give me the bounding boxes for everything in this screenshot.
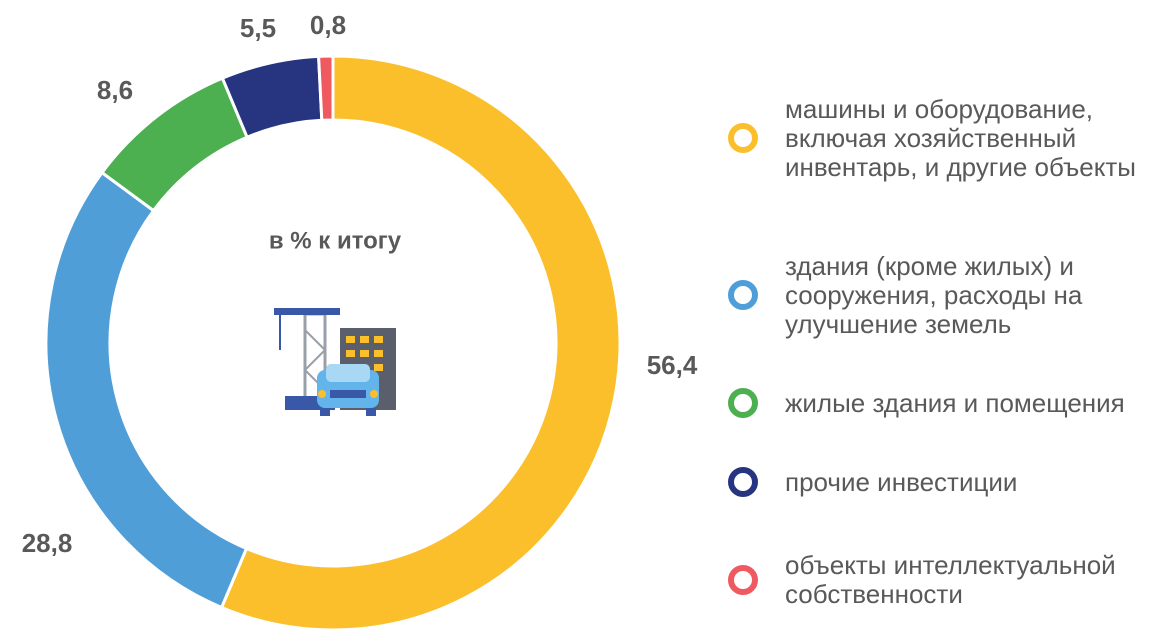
value-label: 56,4	[647, 350, 698, 380]
legend-label: объекты интеллектуальной собственности	[785, 550, 1116, 609]
slice	[317, 54, 335, 122]
legend-entry: жилые здания и помещения	[728, 388, 1150, 418]
legend-label: жилые здания и помещения	[785, 387, 1125, 418]
legend-marker	[728, 280, 758, 310]
legend-marker	[728, 565, 758, 595]
legend-entry: машины и оборудование, включая хозяйстве…	[728, 93, 1150, 182]
slices	[44, 54, 622, 629]
chart: в % к итогу 56,4 28,8 8,6 5,5 0,8	[22, 10, 698, 629]
legend-entry: прочие инвестиции	[728, 467, 1150, 497]
slice	[219, 54, 622, 629]
value-label: 0,8	[310, 10, 346, 40]
value-label: 28,8	[22, 528, 73, 558]
legend-marker	[728, 388, 758, 418]
legend-label: машины и оборудование, включая хозяйстве…	[785, 93, 1136, 182]
slice	[44, 170, 249, 610]
legend-label: здания (кроме жилых) и сооружения, расхо…	[785, 250, 1083, 339]
center-annotation: в % к итогу	[269, 227, 402, 254]
legend-marker	[728, 123, 758, 153]
value-label: 8,6	[97, 75, 133, 105]
legend-entry: объекты интеллектуальной собственности	[728, 551, 1150, 609]
legend-label: прочие инвестиции	[785, 466, 1018, 497]
legend-marker	[728, 467, 758, 497]
value-label: 5,5	[240, 13, 276, 43]
legend-entry: здания (кроме жилых) и сооружения, расхо…	[728, 250, 1150, 339]
icon	[274, 308, 396, 416]
